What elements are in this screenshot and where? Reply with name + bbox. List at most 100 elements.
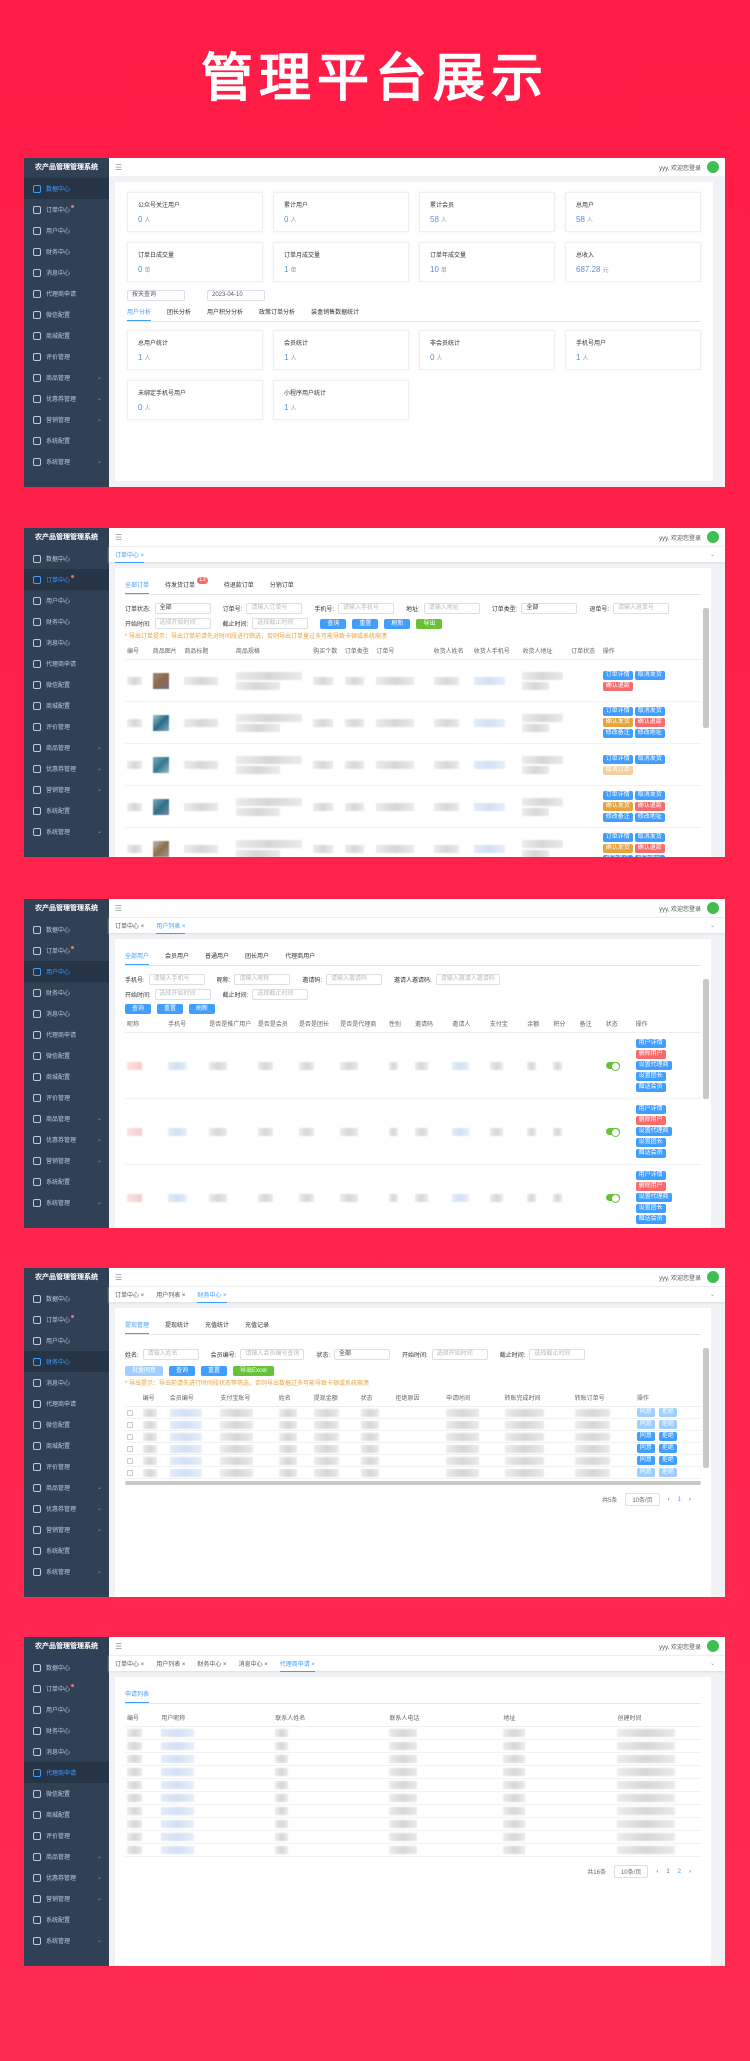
sidebar-item[interactable]: 系统管理 ⌄ [24,1561,109,1582]
sidebar-item[interactable]: 财务中心 [24,611,109,632]
tab-item[interactable]: 代理商用户 [285,947,315,965]
tab-item[interactable]: 会员用户 [165,947,189,965]
sidebar-item[interactable]: 用户中心 [24,961,109,982]
sidebar-item[interactable]: 消息中心 [24,262,109,283]
tab-item[interactable]: 提现管理 [125,1316,150,1334]
sidebar-item[interactable]: 系统配置 [24,800,109,821]
filter-input[interactable]: 选择开始时间 [154,618,211,629]
row-action-button[interactable]: 取消发货 [634,670,665,680]
sidebar-item[interactable]: 营销管理 ⌄ [24,1888,109,1909]
avatar[interactable] [707,1271,719,1283]
status-toggle[interactable] [605,1194,620,1203]
close-icon[interactable]: × [139,552,145,559]
row-action-button[interactable]: 删除用户 [635,1116,666,1125]
filter-input[interactable]: 请输入手机号 [338,603,395,614]
sidebar-item[interactable]: 营销管理 ⌄ [24,779,109,800]
row-action-button[interactable]: 用户详情 [635,1171,666,1180]
row-action-button[interactable]: 取消发货 [634,791,665,800]
sidebar-item[interactable]: 数据中心 [24,1288,109,1309]
sidebar-item[interactable]: 代理商申请 [24,283,109,304]
close-icon[interactable]: × [180,1293,186,1299]
close-icon[interactable]: × [139,924,145,930]
avatar[interactable] [707,1640,719,1652]
tab-item[interactable]: 全部用户 [125,947,150,965]
sidebar-item[interactable]: 营销管理 ⌄ [24,1150,109,1171]
sidebar-item[interactable]: 商城配置 [24,1804,109,1825]
sidebar-item[interactable]: 商品管理 ⌄ [24,737,109,758]
sidebar-item[interactable]: 微信配置 [24,1045,109,1066]
sidebar-item[interactable]: 系统管理 ⌄ [24,1930,109,1951]
row-action-button[interactable]: 删除用户 [635,1050,666,1059]
row-action-button[interactable]: 设置团长 [635,1138,666,1147]
sidebar-item[interactable]: 商城配置 [24,1435,109,1456]
prev-page-icon[interactable]: ‹ [667,1496,670,1503]
row-action-button[interactable]: 确认退款 [634,802,665,811]
sidebar-item[interactable]: 评价管理 [24,346,109,367]
sidebar-item[interactable]: 消息中心 [24,632,109,653]
vertical-scrollbar[interactable] [703,608,709,728]
avatar[interactable] [707,531,719,543]
tag-0[interactable]: 订单中心 × [115,1287,144,1302]
page-number[interactable]: 1 [677,1496,681,1503]
sidebar-item[interactable]: 优惠券管理 ⌄ [24,1867,109,1888]
row-action-button[interactable]: 用户详情 [635,1105,666,1114]
row-action-button[interactable]: 赠送会员 [635,1149,666,1158]
filter-input[interactable]: 请输入邀请码 [326,974,383,985]
close-icon[interactable]: × [139,1293,145,1299]
filter-select[interactable]: 全部 [334,1349,391,1360]
tag-1[interactable]: 用户列表 × [156,1287,185,1302]
filter-input[interactable]: 请输入会员编号查询 [240,1349,305,1360]
page-size-select[interactable]: 10条/页 [613,1865,649,1878]
row-action-button[interactable]: 拒绝 [658,1456,677,1465]
avatar[interactable] [707,902,719,914]
tab-item[interactable]: 待发货订单 13 [165,576,208,594]
tag-2[interactable]: 财务中心 × [197,1656,226,1671]
sidebar-item[interactable]: 订单中心 [24,569,109,590]
filter-select[interactable]: 全部 [154,603,211,614]
sidebar-item[interactable]: 数据中心 [24,919,109,940]
sidebar-item[interactable]: 数据中心 [24,178,109,199]
row-checkbox[interactable] [127,1445,133,1452]
row-action-button[interactable]: 取消发货 [634,833,665,842]
filter-input[interactable]: 请输入昵称 [234,974,291,985]
action-button[interactable]: 重置 [201,1366,228,1376]
next-page-icon[interactable]: › [689,1496,691,1503]
filter-input[interactable]: 选择开始时间 [431,1349,488,1360]
avatar[interactable] [707,161,719,173]
row-action-button[interactable]: 设置代理商 [635,1127,672,1136]
tab-item[interactable]: 团长用户 [245,947,269,965]
filter-input[interactable]: 选择截止时间 [252,618,309,629]
row-action-button[interactable]: 订单详情 [602,833,633,842]
sidebar-item[interactable]: 财务中心 [24,241,109,262]
row-action-button[interactable]: 拒绝 [658,1444,677,1453]
row-action-button[interactable]: 同意 [636,1408,655,1417]
sidebar-item[interactable]: 评价管理 [24,1825,109,1846]
page-size-select[interactable]: 10条/页 [625,1493,660,1506]
tab-item[interactable]: 用户分析 [127,303,152,321]
sidebar-item[interactable]: 消息中心 [24,1741,109,1762]
sidebar-item[interactable]: 商城配置 [24,325,109,346]
horizontal-scrollbar[interactable] [125,1481,701,1485]
status-toggle[interactable] [605,1062,620,1071]
sidebar-item[interactable]: 系统管理 ⌄ [24,1192,109,1213]
filter-input[interactable]: 选择截止时间 [252,989,309,1000]
hamburger-icon[interactable]: ☰ [115,162,123,172]
sidebar-item[interactable]: 微信配置 [24,1783,109,1804]
sidebar-item[interactable]: 商城配置 [24,695,109,716]
action-button[interactable]: 批量同意 [125,1366,164,1376]
period-select[interactable]: 按天查询 [127,290,185,301]
action-button[interactable]: 导出Excel [233,1366,274,1376]
sidebar-item[interactable]: 系统配置 [24,1909,109,1930]
sidebar-item[interactable]: 营销管理 ⌄ [24,1519,109,1540]
tab-item[interactable]: 用户积分分析 [207,303,243,321]
tag-1[interactable]: 用户列表 × [156,918,186,934]
chevron-down-icon[interactable]: ⌄ [709,1661,715,1667]
tab-item[interactable]: 分销订单 [270,576,294,594]
tab-item[interactable]: 充值统计 [205,1316,229,1334]
sidebar-item[interactable]: 代理商申请 [24,1762,109,1783]
action-button[interactable]: 查询 [320,618,347,629]
row-action-button[interactable]: 确认退款 [634,718,665,727]
row-action-button[interactable]: 修改备注 [602,729,633,738]
close-icon[interactable]: × [262,1662,268,1668]
date-picker[interactable]: 2023-04-10 [207,290,265,301]
